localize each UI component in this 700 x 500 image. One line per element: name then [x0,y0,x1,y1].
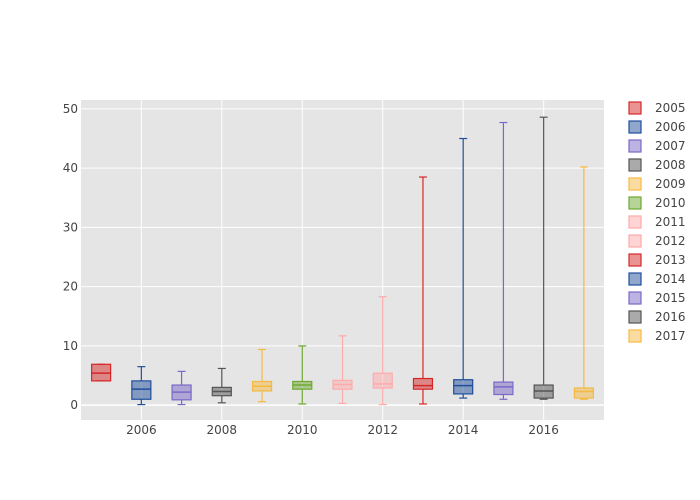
x-tick-label: 2012 [367,423,398,437]
box-series-group [91,116,594,406]
legend-label: 2013 [655,253,686,267]
legend-label: 2010 [655,196,686,210]
x-tick-label: 2010 [287,423,318,437]
legend-item-2014: 2014 [628,272,686,286]
legend-label: 2007 [655,139,686,153]
box-series-2006 [131,366,152,406]
x-tick-label: 2008 [207,423,238,437]
legend-item-2013: 2013 [628,253,686,267]
legend-item-2010: 2010 [628,196,686,210]
x-axis: 2006 2008 2010 2012 2014 2016 [126,423,559,437]
y-tick-label: 20 [63,280,78,294]
legend-swatch [628,253,642,267]
legend-item-2015: 2015 [628,291,686,305]
legend-item-2017: 2017 [628,329,686,343]
y-tick-label: 50 [63,102,78,116]
legend-swatch [628,234,642,248]
y-tick-label: 40 [63,161,78,175]
box-series-2013 [412,176,434,405]
legend-label: 2015 [655,291,686,305]
box-series-2011 [332,335,353,405]
box-series-2009 [251,348,273,403]
box-iqr [412,377,434,390]
legend-item-2009: 2009 [628,177,686,191]
legend-swatch [628,310,642,324]
legend-item-2016: 2016 [628,310,686,324]
legend-swatch [628,272,642,286]
legend-swatch [628,139,642,153]
box-series-2015 [493,121,514,400]
box-series-2017 [573,166,594,400]
box-iqr [493,381,514,396]
x-tick-label: 2016 [528,423,559,437]
box-series-2012 [372,296,393,406]
legend-item-2007: 2007 [628,139,686,153]
y-axis: 0 10 20 30 40 50 [63,102,78,412]
legend-swatch [628,158,642,172]
box-iqr [131,380,152,400]
box-series-2008 [211,367,232,404]
x-tick-label: 2014 [448,423,479,437]
y-tick-label: 10 [63,339,78,353]
box-iqr [453,379,474,395]
legend-label: 2016 [655,310,686,324]
x-tick-label: 2006 [126,423,157,437]
legend-label: 2017 [655,329,686,343]
legend-swatch [628,177,642,191]
legend-swatch [628,120,642,134]
box-iqr [372,372,393,389]
legend-swatch [628,291,642,305]
box-series-2010 [292,345,313,405]
box-series-2005 [91,363,112,382]
legend-swatch [628,101,642,115]
legend: 2005 2006 2007 2008 2009 2010 2011 2012 2013 2014… [628,101,686,343]
legend-label: 2012 [655,234,686,248]
box-iqr [573,387,594,399]
legend-swatch [628,329,642,343]
legend-label: 2008 [655,158,686,172]
legend-swatch [628,196,642,210]
box-series-2014 [453,137,474,399]
box-series-2016 [533,116,554,400]
legend-item-2006: 2006 [628,120,686,134]
legend-label: 2014 [655,272,686,286]
legend-item-2012: 2012 [628,234,686,248]
legend-item-2008: 2008 [628,158,686,172]
legend-label: 2005 [655,101,686,115]
legend-label: 2009 [655,177,686,191]
y-tick-label: 0 [70,398,78,412]
legend-label: 2011 [655,215,686,229]
y-tick-label: 30 [63,220,78,234]
box-series-2007 [171,370,192,406]
legend-item-2011: 2011 [628,215,686,229]
legend-item-2005: 2005 [628,101,686,115]
legend-label: 2006 [655,120,686,134]
legend-swatch [628,215,642,229]
